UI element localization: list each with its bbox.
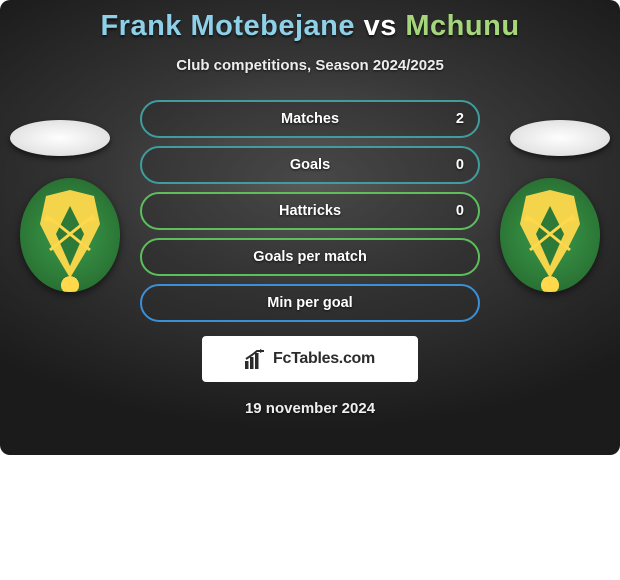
stat-right-value: 2 — [456, 102, 464, 136]
stat-label: Min per goal — [267, 295, 352, 311]
stat-row-matches: Matches 2 — [140, 100, 480, 138]
stat-label: Goals — [290, 157, 330, 173]
stat-label: Hattricks — [279, 203, 341, 219]
player1-avatar-placeholder — [10, 120, 110, 156]
stat-row-goals-per-match: Goals per match — [140, 238, 480, 276]
page-title: Frank Motebejane vs Mchunu — [0, 0, 620, 43]
stat-row-min-per-goal: Min per goal — [140, 284, 480, 322]
stat-label: Matches — [281, 111, 339, 127]
stat-right-value: 0 — [456, 148, 464, 182]
stat-row-hattricks: Hattricks 0 — [140, 192, 480, 230]
player2-name: Mchunu — [405, 10, 519, 42]
stat-right-value: 0 — [456, 194, 464, 228]
player1-name: Frank Motebejane — [100, 10, 355, 42]
player2-avatar-placeholder — [510, 120, 610, 156]
stat-label: Goals per match — [253, 249, 367, 265]
player1-club-badge — [20, 178, 120, 292]
bar-chart-up-icon — [245, 349, 267, 369]
brand-badge: FcTables.com — [202, 336, 418, 382]
comparison-card: Frank Motebejane vs Mchunu Club competit… — [0, 0, 620, 455]
vs-text: vs — [364, 10, 397, 42]
player2-club-badge — [500, 178, 600, 292]
subtitle: Club competitions, Season 2024/2025 — [0, 57, 620, 74]
stat-row-goals: Goals 0 — [140, 146, 480, 184]
date-text: 19 november 2024 — [0, 400, 620, 417]
brand-text: FcTables.com — [273, 350, 375, 368]
